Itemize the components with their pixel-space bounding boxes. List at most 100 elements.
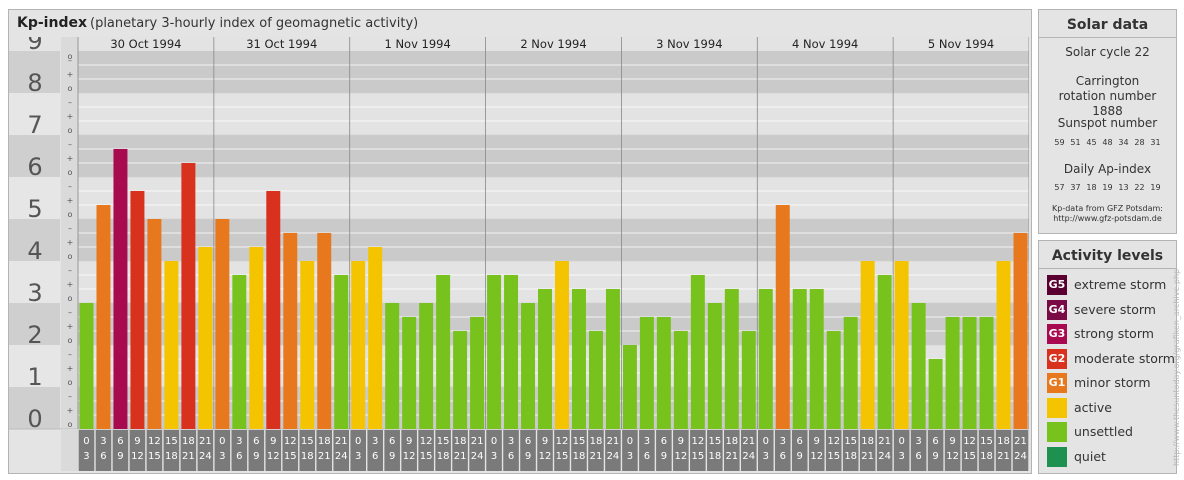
minor-tick-label: o: [68, 210, 73, 219]
kp-bar: [792, 289, 807, 429]
kp-bar: [232, 274, 247, 429]
hour-label-bottom: 24: [199, 451, 212, 462]
minor-tick-label: +: [67, 322, 74, 331]
y-tick-label: 9: [27, 37, 42, 55]
hour-label-bottom: 18: [165, 451, 178, 462]
minor-tick-label: +: [67, 196, 74, 205]
hour-label-bottom: 3: [763, 451, 769, 462]
hour-cell: [944, 430, 961, 471]
hour-label-top: 9: [406, 436, 412, 447]
kp-bar: [707, 303, 722, 429]
hour-cell: [978, 430, 995, 471]
minor-tick-label: –: [68, 56, 72, 65]
kp-bar: [894, 261, 909, 429]
hour-label-top: 18: [454, 436, 467, 447]
hour-label-bottom: 15: [284, 451, 297, 462]
hour-label-top: 12: [963, 436, 976, 447]
ap-value: 57: [1054, 183, 1065, 192]
hour-cell: [248, 430, 265, 471]
hour-cell: [554, 430, 570, 471]
hour-label-top: 6: [661, 436, 667, 447]
hour-label-top: 15: [708, 436, 721, 447]
minor-tick-label: o: [68, 420, 73, 429]
chart-subtitle: (planetary 3-hourly index of geomagnetic…: [90, 16, 419, 31]
hour-label-bottom: 18: [980, 451, 993, 462]
kp-bar: [402, 316, 417, 429]
kp-bar: [656, 316, 671, 429]
hour-label-top: 0: [898, 436, 904, 447]
hour-cell: [876, 430, 893, 471]
kp-bar: [96, 205, 111, 429]
chart-title: Kp-index: [17, 15, 87, 31]
kp-bar: [724, 289, 739, 429]
minor-tick-label: +: [67, 112, 74, 121]
hour-label-bottom: 21: [725, 451, 738, 462]
hour-label-bottom: 18: [573, 451, 586, 462]
sunspot-value: 28: [1134, 138, 1145, 147]
kp-bar: [571, 289, 586, 429]
y-tick-label: 7: [27, 111, 42, 139]
y-band: [78, 135, 1029, 177]
sunspot-value: 34: [1118, 138, 1129, 147]
minor-tick-column: [61, 37, 78, 471]
hour-cell: [503, 430, 519, 471]
ap-value: 19: [1150, 183, 1161, 192]
hour-label-bottom: 12: [267, 451, 280, 462]
hour-cell: [163, 430, 180, 471]
activity-swatch: [1047, 422, 1067, 442]
ap-value: 37: [1070, 183, 1081, 192]
hour-label-top: 9: [949, 436, 955, 447]
hour-label-top: 15: [844, 436, 857, 447]
hour-label-top: 15: [301, 436, 314, 447]
day-label: 1 Nov 1994: [384, 37, 450, 51]
kp-bar: [470, 316, 485, 429]
minor-tick-label: o: [68, 126, 73, 135]
hour-cell: [265, 430, 282, 471]
hour-label-top: 3: [236, 436, 242, 447]
kp-bar: [419, 303, 434, 429]
ap-title: Daily Ap-index: [1063, 162, 1152, 176]
hour-label-bottom: 9: [117, 451, 123, 462]
sunspot-values: 59 51 45 48 34 28 31: [1039, 138, 1176, 147]
kp-bar: [436, 274, 451, 429]
hour-cell: [333, 430, 350, 471]
hour-label-top: 0: [763, 436, 769, 447]
minor-tick-label: o: [68, 378, 73, 387]
hour-label-top: 18: [182, 436, 195, 447]
hour-label-bottom: 24: [607, 451, 620, 462]
activity-swatch: [1047, 446, 1067, 467]
hour-label-bottom: 12: [674, 451, 687, 462]
hour-cell: [180, 430, 197, 471]
hour-label-bottom: 3: [491, 451, 497, 462]
hour-cell: [129, 430, 146, 471]
chart-header: Kp-index (planetary 3-hourly index of ge…: [9, 10, 1029, 36]
y-tick-label: 8: [27, 69, 42, 97]
day-label: 5 Nov 1994: [928, 37, 994, 51]
activity-levels-panel: Activity levels G5 extreme storm G4 severe …: [1038, 240, 1177, 474]
kp-bar: [164, 261, 179, 429]
hour-label-bottom: 3: [83, 451, 89, 462]
kp-bar: [979, 316, 994, 429]
day-label: 3 Nov 1994: [656, 37, 722, 51]
y-band-label-bg: [9, 387, 60, 429]
hour-label-bottom: 15: [827, 451, 840, 462]
hour-label-bottom: 21: [997, 451, 1010, 462]
sunspot-value: 31: [1150, 138, 1161, 147]
activity-label: strong storm: [1074, 326, 1154, 341]
activity-swatch: G1: [1047, 373, 1067, 393]
hour-label-top: 9: [270, 436, 276, 447]
y-tick-label: 2: [27, 321, 42, 349]
hour-label-bottom: 21: [182, 451, 195, 462]
hour-cell: [78, 430, 95, 471]
kp-bar: [809, 289, 824, 429]
kp-bar: [453, 331, 468, 429]
hour-cell: [757, 430, 774, 471]
y-band: [78, 219, 1029, 261]
kp-bar: [555, 261, 569, 429]
hour-label-top: 21: [878, 436, 891, 447]
y-tick-label: 0: [27, 405, 42, 433]
minor-tick-label: –: [68, 140, 72, 149]
hour-label-top: 3: [100, 436, 106, 447]
hour-label-top: 18: [725, 436, 738, 447]
hour-label-top: 21: [335, 436, 348, 447]
